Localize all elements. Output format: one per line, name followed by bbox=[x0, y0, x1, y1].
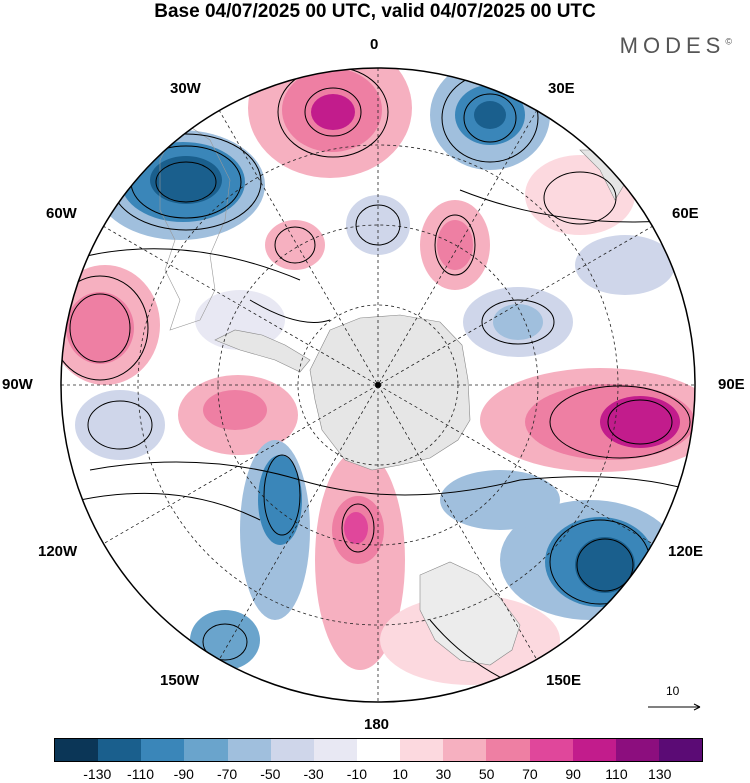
colorbar-tick-label: 90 bbox=[565, 766, 581, 782]
colorbar-tick-label: -10 bbox=[346, 766, 367, 782]
brand-logo: MODES© bbox=[620, 33, 732, 59]
colorbar-ticks: -130 -110 -90 -70 -50 -30 -10 10 30 50 70 90 110 130 bbox=[0, 766, 750, 783]
colorbar-swatch bbox=[313, 739, 357, 761]
colorbar-swatch bbox=[356, 739, 401, 761]
colorbar-tick-label: 70 bbox=[522, 766, 538, 782]
lon-label-120w: 120W bbox=[38, 543, 78, 560]
colorbar-tick-label: -50 bbox=[260, 766, 281, 782]
colorbar-swatch bbox=[572, 739, 616, 761]
colorbar-swatch bbox=[658, 739, 703, 761]
colorbar-tick-label: -90 bbox=[173, 766, 194, 782]
colorbar-swatch bbox=[529, 739, 573, 761]
brand-text: MODES bbox=[619, 33, 726, 58]
colorbar-swatch bbox=[98, 739, 142, 761]
colorbar-tick-label: 50 bbox=[478, 766, 495, 782]
colorbar-tick-label: -30 bbox=[303, 766, 324, 782]
colorbar-tick-label: 30 bbox=[435, 766, 452, 782]
australia-landmass bbox=[419, 561, 521, 666]
vector-reference-arrow bbox=[648, 703, 701, 711]
lon-label-60e: 60E bbox=[672, 205, 699, 222]
colorbar-swatch bbox=[486, 739, 530, 761]
colorbar-swatch bbox=[443, 739, 487, 761]
polar-map bbox=[60, 67, 696, 703]
lon-label-30e: 30E bbox=[548, 80, 575, 97]
vector-reference-label: 10 bbox=[666, 684, 680, 698]
colorbar-tick-label: -70 bbox=[216, 766, 238, 782]
colorbar-tick-label: 130 bbox=[648, 766, 672, 782]
colorbar-swatch bbox=[55, 739, 99, 761]
antarctica-landmass bbox=[309, 314, 471, 471]
lon-label-0: 0 bbox=[370, 36, 379, 53]
colorbar-swatch bbox=[615, 739, 659, 761]
lon-label-90w: 90W bbox=[2, 376, 33, 393]
anomaly-field bbox=[61, 68, 695, 702]
chart-title: Base 04/07/2025 00 UTC, valid 04/07/2025… bbox=[154, 1, 596, 22]
south-pole-marker bbox=[375, 382, 381, 388]
graticule bbox=[61, 68, 695, 702]
colorbar-swatch bbox=[400, 739, 444, 761]
colorbar-swatch bbox=[227, 739, 271, 761]
colorbar-tick-label: 10 bbox=[392, 766, 408, 782]
lon-label-150e: 150E bbox=[546, 672, 582, 689]
lon-label-150w: 150W bbox=[160, 672, 200, 689]
lon-label-120e: 120E bbox=[668, 543, 704, 560]
brand-mark: © bbox=[725, 36, 732, 47]
vector-reference: 10 bbox=[646, 684, 706, 716]
colorbar-swatch bbox=[141, 739, 185, 761]
colorbar-swatch bbox=[184, 739, 228, 761]
colorbar bbox=[54, 738, 703, 762]
colorbar-tick-label: -130 bbox=[83, 766, 112, 782]
lon-label-30w: 30W bbox=[170, 80, 201, 97]
lon-label-60w: 60W bbox=[46, 205, 77, 222]
lon-label-180: 180 bbox=[364, 716, 390, 733]
colorbar-tick-label: 110 bbox=[605, 766, 628, 782]
colorbar-swatch bbox=[270, 739, 314, 761]
lon-label-90e: 90E bbox=[718, 376, 745, 393]
colorbar-tick-label: -110 bbox=[127, 766, 155, 782]
map-boundary bbox=[60, 67, 696, 703]
